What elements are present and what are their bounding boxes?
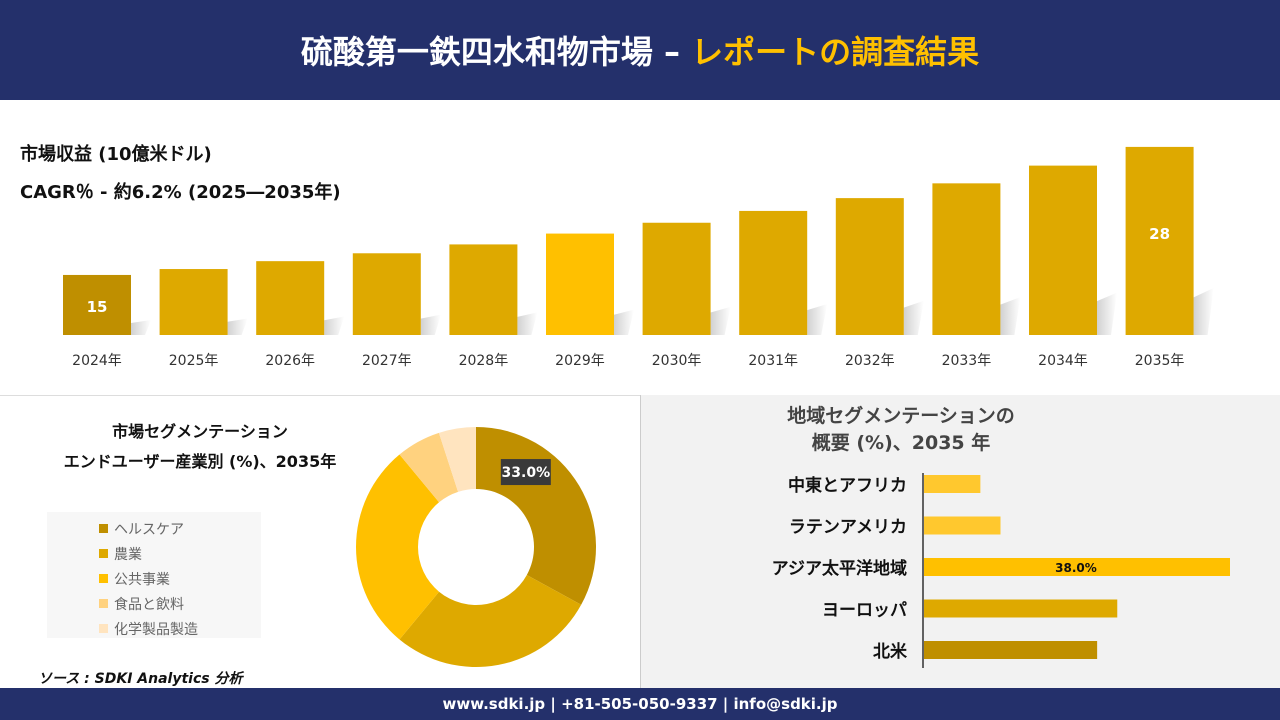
legend-swatch: [99, 624, 108, 633]
x-tick-label: 2030年: [652, 353, 702, 369]
bar-2033年: [932, 183, 1001, 335]
bar-2024年: [63, 274, 131, 335]
bar-shadow: [131, 319, 151, 335]
legend-item: 農業: [99, 541, 261, 566]
data-label: 15: [87, 298, 108, 316]
bar-shadow: [1097, 292, 1117, 335]
legend-label: 化学製品製造: [114, 621, 198, 638]
bar-2032年: [835, 198, 904, 335]
pie-legend: ヘルスケア農業公共事業食品と飲料化学製品製造: [47, 512, 261, 638]
bar-2034年: [1029, 165, 1097, 335]
page-title: 硫酸第一鉄四水和物市場 –: [300, 33, 680, 71]
bar-2025年: [159, 269, 228, 335]
legend-swatch: [99, 599, 108, 608]
bar-2028年: [449, 244, 518, 335]
category-label: ラテンアメリカ: [789, 518, 907, 538]
region-segment-panel: 地域セグメンテーションの 概要 (%)、2035 年 中東とアフリカ ラテンアメリ…: [640, 395, 1280, 688]
bar-2035年: [1125, 146, 1194, 335]
bar-2031年: [739, 210, 808, 335]
end-user-segment-panel: 市場セグメンテーション エンドユーザー産業別 (%)、2035年 ヘルスケア農業…: [0, 395, 640, 688]
data-label-box: [500, 459, 551, 486]
x-tick-label: 2031年: [748, 353, 798, 369]
x-tick-label: 2033年: [942, 353, 992, 369]
bar-shadow: [420, 314, 441, 335]
revenue-bar-chart: 2024年 15 2025年 2026年 2027年 2028年 2029年 2030年 203…: [63, 146, 1214, 369]
x-tick-label: 2025年: [169, 353, 219, 369]
header-banner: 硫酸第一鉄四水和物市場 – レポートの調査結果: [0, 0, 1280, 100]
bar-shadow: [807, 303, 828, 335]
legend-item: 公共事業: [99, 566, 261, 591]
legend-label: 食品と飲料: [114, 596, 184, 613]
legend-swatch: [99, 574, 108, 583]
category-label: アジア太平洋地域: [772, 558, 907, 579]
revenue-label: 市場収益 (10億米ドル): [20, 144, 212, 165]
cagr-label: CAGR％ - 約6.2% (2025―2035年): [20, 182, 341, 203]
bar-北米: [924, 641, 1098, 659]
bar-アジア太平洋地域: [924, 558, 1230, 576]
donut-slice-化学製品製造: [438, 427, 476, 492]
data-label: 33.0%: [502, 465, 551, 481]
legend-item: ヘルスケア: [99, 516, 261, 541]
pie-title-2: エンドユーザー産業別 (%)、2035年: [63, 452, 337, 471]
data-label: 38.0%: [1055, 561, 1097, 575]
x-tick-label: 2029年: [555, 353, 605, 369]
legend-swatch: [99, 524, 108, 533]
source-note: ソース : SDKI Analytics 分析: [38, 671, 243, 687]
legend-swatch: [99, 549, 108, 558]
data-label: 28: [1149, 225, 1170, 243]
donut-slice-農業: [399, 574, 582, 667]
bar-2029年: [546, 233, 614, 335]
bar-2030年: [642, 222, 711, 335]
region-title-1: 地域セグメンテーションの: [787, 405, 1015, 427]
donut-slice-食品と飲料: [399, 432, 459, 503]
bar-shadow: [614, 309, 634, 335]
bar-ヨーロッパ: [924, 599, 1118, 618]
category-label: 北米: [873, 641, 908, 662]
bar-2026年: [256, 261, 325, 335]
footer-contact: www.sdki.jp | +81-505-050-9337 | info@sd…: [0, 688, 1280, 720]
page-title-accent: レポートの調査結果: [691, 33, 980, 71]
pie-title-1: 市場セグメンテーション: [112, 422, 288, 441]
legend-item: 食品と飲料: [99, 591, 261, 616]
bar-shadow: [710, 306, 731, 335]
bar-shadow: [1000, 297, 1021, 335]
bar-shadow: [1193, 287, 1214, 335]
donut-chart: 33.0%: [356, 427, 596, 667]
bar-中東とアフリカ: [924, 475, 981, 493]
bar-shadow: [903, 300, 924, 335]
legend-label: 公共事業: [114, 571, 170, 588]
category-label: 中東とアフリカ: [788, 475, 907, 496]
bar-shadow: [324, 316, 345, 335]
x-tick-label: 2026年: [265, 353, 315, 369]
x-tick-label: 2032年: [845, 353, 895, 369]
region-title-2: 概要 (%)、2035 年: [811, 432, 991, 454]
bar-shadow: [227, 318, 248, 335]
category-label: ヨーロッパ: [822, 601, 907, 621]
bar-ラテンアメリカ: [924, 516, 1001, 535]
x-tick-label: 2024年: [72, 353, 122, 369]
bar-2027年: [352, 253, 421, 335]
x-tick-label: 2035年: [1135, 353, 1185, 369]
region-title: 地域セグメンテーションの 概要 (%)、2035 年: [641, 403, 1161, 457]
legend-item: 化学製品製造: [99, 616, 261, 641]
x-tick-label: 2034年: [1038, 353, 1088, 369]
bar-shadow: [517, 312, 538, 335]
legend-label: ヘルスケア: [114, 521, 184, 538]
legend-label: 農業: [114, 546, 142, 563]
donut-slice-公共事業: [356, 454, 440, 640]
donut-slice-ヘルスケア: [476, 427, 596, 605]
x-tick-label: 2028年: [459, 353, 509, 369]
x-tick-label: 2027年: [362, 353, 412, 369]
